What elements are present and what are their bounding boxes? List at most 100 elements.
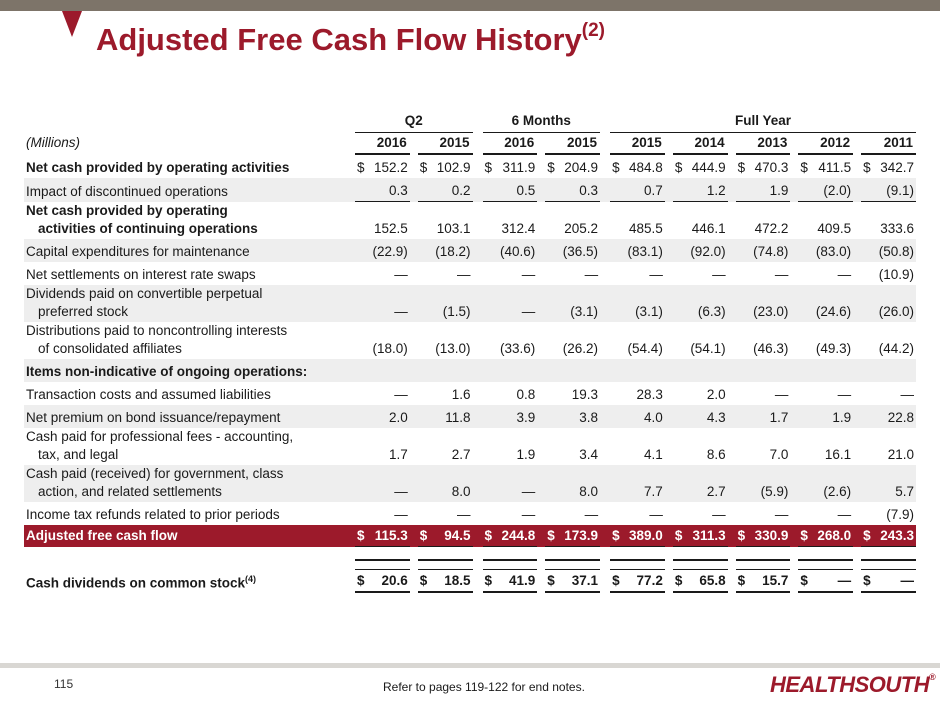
col-gap <box>664 239 673 262</box>
row-currency-5 <box>673 502 687 525</box>
spacer-cell <box>610 546 625 561</box>
row-value-2: — <box>521 267 536 282</box>
row-label-line2: preferred stock <box>38 304 129 319</box>
col-gap <box>727 359 736 382</box>
dividends-currency-2: $ <box>482 569 497 593</box>
row-value-5: 1.2 <box>686 178 728 202</box>
col-gap <box>472 178 483 202</box>
col-gap <box>727 239 736 262</box>
col-gap <box>727 405 736 428</box>
row-currency-8 <box>861 262 875 285</box>
row-currency-5 <box>673 382 687 405</box>
col-gap <box>664 285 673 322</box>
col-gap <box>472 525 483 547</box>
row-value-6: (74.8) <box>749 239 791 262</box>
row-currency-0 <box>355 239 369 262</box>
col-gap <box>728 322 736 359</box>
row-label: Distributions paid to noncontrolling int… <box>24 322 355 359</box>
row-value-6: — <box>774 387 789 402</box>
col-gap <box>409 359 418 382</box>
afcf-currency-4: $ <box>610 525 625 547</box>
row-value-2: — <box>521 507 536 522</box>
row-currency-3 <box>545 322 559 359</box>
col-gap <box>537 322 545 359</box>
afcf-currency-5: $ <box>672 525 687 547</box>
row-value-5: (92.0) <box>686 239 728 262</box>
row-currency-2 <box>483 428 497 465</box>
row-currency-8 <box>861 428 875 465</box>
dividends-currency-0: $ <box>355 569 369 593</box>
row-value-2: 311.9 <box>502 160 536 175</box>
row-value-6: — <box>774 507 789 522</box>
col-gap <box>600 547 610 561</box>
row-currency-7 <box>798 428 812 465</box>
col-gap <box>853 465 862 502</box>
healthsouth-logo: HEALTHSOUTH® <box>770 672 936 698</box>
row-currency-3 <box>545 465 560 502</box>
col-gap <box>790 428 798 465</box>
row-value-4: 4.0 <box>624 405 665 428</box>
row-label-line1: Distributions paid to noncontrolling int… <box>26 323 288 338</box>
col-gap <box>728 133 736 155</box>
col-gap <box>728 428 736 465</box>
col-gap <box>790 502 798 525</box>
row-currency-5 <box>672 465 687 502</box>
table-row: Transaction costs and assumed liabilitie… <box>24 382 916 405</box>
row-currency-6 <box>735 178 750 202</box>
row-value-3: 3.4 <box>579 447 599 462</box>
row-value-1: — <box>457 267 471 282</box>
row-value-0: — <box>394 387 408 402</box>
col-gap <box>853 239 862 262</box>
table-row: Distributions paid to noncontrolling int… <box>24 322 916 359</box>
afcf-value-0: 115.3 <box>369 525 410 547</box>
row-currency-1 <box>417 465 432 502</box>
header-group-q2: Q2 <box>355 108 473 133</box>
row-label-line1: Net cash provided by operating activitie… <box>26 160 290 175</box>
row-value-2 <box>496 359 538 382</box>
spacer-cell <box>496 546 538 561</box>
row-value-6: 1.9 <box>749 178 791 202</box>
col-gap <box>473 570 483 593</box>
col-gap <box>537 382 545 405</box>
col-gap <box>600 285 611 322</box>
row-currency-1 <box>417 359 432 382</box>
row-value-3: 205.2 <box>564 221 599 236</box>
row-value-5: 446.1 <box>691 221 726 236</box>
row-currency-4 <box>610 322 624 359</box>
row-currency-3 <box>545 202 559 240</box>
col-gap <box>664 465 673 502</box>
row-value-7: 16.1 <box>824 447 852 462</box>
col-gap <box>600 570 610 593</box>
page-number: 115 <box>54 677 74 691</box>
row-value-6: (23.0) <box>749 285 791 322</box>
row-currency-7 <box>798 359 813 382</box>
gap-cell <box>24 560 875 570</box>
row-currency-2 <box>483 382 497 405</box>
row-label-line1: Items non-indicative of ongoing operatio… <box>26 364 308 379</box>
row-currency-7 <box>798 262 812 285</box>
row-value-7: (24.6) <box>812 285 854 322</box>
row-label: Cash paid for professional fees - accoun… <box>24 428 355 465</box>
row-currency-1 <box>418 322 432 359</box>
col-gap <box>790 465 799 502</box>
row-value-8: (9.1) <box>875 178 916 202</box>
col-gap <box>600 382 610 405</box>
row-currency-6 <box>736 322 750 359</box>
table-row: Net cash provided by operating activities… <box>24 202 916 240</box>
row-currency-1: $ <box>419 160 428 175</box>
row-currency-3 <box>545 405 560 428</box>
spacer-cell <box>355 546 369 561</box>
row-value-1: (1.5) <box>431 285 473 322</box>
col-gap <box>790 359 799 382</box>
row-value-2: 0.8 <box>516 387 536 402</box>
row-value-7 <box>812 359 854 382</box>
col-gap <box>473 322 483 359</box>
col-gap <box>728 547 736 561</box>
row-currency-5 <box>672 178 687 202</box>
row-value-3: — <box>584 507 599 522</box>
footer-divider <box>0 663 940 668</box>
row-value-7: (2.0) <box>812 178 854 202</box>
row-value-3: — <box>584 267 599 282</box>
spacer-cell <box>369 546 410 561</box>
col-gap <box>472 239 483 262</box>
